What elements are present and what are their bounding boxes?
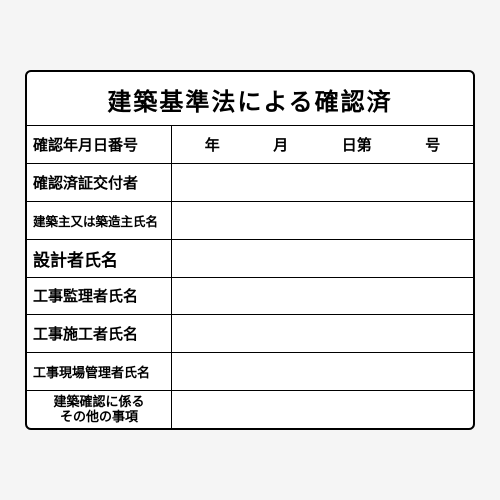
table-row: 建築確認に係る その他の事項 (27, 391, 473, 428)
table-row: 確認済証交付者 (27, 164, 473, 202)
table-row: 工事現場管理者氏名 (27, 353, 473, 391)
other-matters-line1: 建築確認に係る (53, 395, 144, 409)
row-label-other-matters: 建築確認に係る その他の事項 (27, 391, 172, 428)
row-value-designer (172, 240, 473, 277)
month-label: 月 (273, 134, 288, 155)
confirmation-sign-board: 建築基準法による確認済 確認年月日番号 年 月 日第 号 確認済証交付者 建築主… (25, 70, 475, 430)
row-value-confirmation-date-number: 年 月 日第 号 (172, 126, 473, 163)
row-label-contractor: 工事施工者氏名 (27, 315, 172, 352)
table-row: 確認年月日番号 年 月 日第 号 (27, 126, 473, 164)
row-value-site-manager (172, 353, 473, 390)
row-value-issuer (172, 164, 473, 201)
other-matters-line2: その他の事項 (60, 410, 138, 424)
number-suffix-label: 号 (425, 134, 440, 155)
row-label-supervisor: 工事監理者氏名 (27, 278, 172, 315)
row-label-site-manager: 工事現場管理者氏名 (27, 353, 172, 390)
table-row: 工事施工者氏名 (27, 315, 473, 353)
board-title: 建築基準法による確認済 (27, 72, 473, 125)
board-rows: 確認年月日番号 年 月 日第 号 確認済証交付者 建築主又は築造主氏名 設計者氏… (27, 125, 473, 428)
year-label: 年 (205, 134, 220, 155)
row-value-owner (172, 202, 473, 239)
table-row: 建築主又は築造主氏名 (27, 202, 473, 240)
row-label-issuer: 確認済証交付者 (27, 164, 172, 201)
table-row: 設計者氏名 (27, 240, 473, 278)
row-label-designer: 設計者氏名 (27, 240, 172, 277)
row-label-confirmation-date-number: 確認年月日番号 (27, 126, 172, 163)
day-ordinal-label: 日第 (342, 134, 372, 155)
row-value-contractor (172, 315, 473, 352)
row-label-owner: 建築主又は築造主氏名 (27, 202, 172, 239)
date-number-field: 年 月 日第 号 (178, 134, 467, 155)
table-row: 工事監理者氏名 (27, 278, 473, 316)
row-value-other-matters (172, 391, 473, 428)
row-value-supervisor (172, 278, 473, 315)
